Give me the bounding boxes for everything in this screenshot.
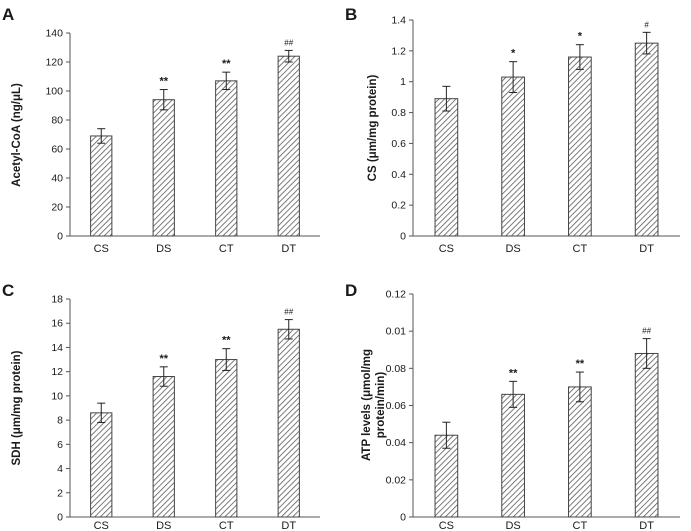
y-tick-label: 12 — [51, 366, 63, 378]
x-category-label: CS — [94, 243, 109, 255]
y-tick-label: 120 — [45, 57, 63, 69]
bar — [152, 99, 175, 237]
x-category-label: CS — [439, 520, 454, 531]
y-tick-label: 0.2 — [391, 200, 406, 212]
significance-label: ** — [159, 353, 168, 365]
y-tick-label: 0.01 — [386, 326, 407, 338]
x-category-label: DS — [156, 243, 171, 255]
y-tick-label: 10 — [51, 390, 63, 402]
y-axis-label-line: protein/min) — [375, 372, 387, 439]
significance-label: ## — [284, 308, 293, 317]
y-tick-label: 0 — [57, 231, 63, 243]
significance-label: ## — [284, 38, 293, 47]
y-tick-label: 6 — [57, 439, 63, 451]
x-category-label: DS — [505, 520, 520, 531]
significance-label: ** — [222, 58, 231, 70]
panel-letter: B — [345, 5, 357, 24]
y-tick-label: 0.12 — [386, 289, 407, 301]
bar — [215, 359, 238, 518]
y-tick-label: 2 — [57, 487, 63, 499]
y-tick-label: 1 — [400, 76, 406, 88]
x-category-label: DT — [639, 520, 654, 531]
bar — [434, 98, 459, 237]
x-category-label: DT — [639, 243, 654, 255]
bar — [501, 393, 525, 518]
chart-panel-d: D 0 0.02 0.04 0.06 0.08 0.01 0.12 ATP levels (μm… — [345, 281, 680, 531]
panel-letter: C — [2, 281, 14, 300]
x-category-label: CT — [219, 520, 234, 531]
y-tick-label: 1.4 — [391, 15, 406, 27]
x-category-label: DS — [156, 520, 171, 531]
chart-panel-c: C 0 2 4 6 8 10 12 14 16 18 SDH (μm/mg protein) CS ** D… — [2, 281, 320, 531]
y-axis-label: ATP levels (μmol/mg protein/min) — [361, 349, 387, 461]
y-tick-label: 0.04 — [386, 437, 407, 449]
significance-label: ** — [222, 335, 231, 347]
y-axis-label: SDH (μm/mg protein) — [11, 350, 23, 465]
y-tick-label: 4 — [57, 463, 63, 475]
panel-letter: D — [345, 281, 357, 300]
y-axis-label: Acetyl-CoA (ng/μL) — [11, 83, 23, 187]
y-tick-label: 0 — [57, 512, 63, 524]
y-tick-label: 140 — [45, 28, 63, 40]
significance-label: ** — [576, 358, 585, 370]
y-tick-label: 16 — [51, 318, 63, 330]
significance-label: ** — [509, 367, 518, 379]
y-tick-label: 100 — [45, 86, 63, 98]
y-tick-label: 18 — [51, 294, 63, 306]
y-tick-label: 0 — [400, 512, 406, 524]
y-tick-label: 0.6 — [391, 138, 406, 150]
bar — [90, 135, 113, 237]
chart-panel-b: B 0 0.2 0.4 0.6 0.8 1 1.2 1.4 CS (μm/mg protein) C… — [345, 5, 680, 255]
x-category-label: DT — [281, 243, 296, 255]
y-tick-label: 0.08 — [386, 363, 407, 375]
y-tick-label: 8 — [57, 415, 63, 427]
x-category-label: DS — [505, 243, 520, 255]
bar — [152, 376, 175, 518]
significance-label: # — [644, 20, 649, 29]
panel-letter: A — [2, 5, 14, 24]
y-tick-label: 40 — [51, 173, 63, 185]
y-tick-label: 80 — [51, 115, 63, 127]
y-tick-label: 60 — [51, 144, 63, 156]
x-category-label: CT — [573, 520, 588, 531]
y-tick-label: 0.06 — [386, 400, 407, 412]
y-axis-label: CS (μm/mg protein) — [367, 74, 379, 181]
x-category-label: CT — [219, 243, 234, 255]
y-axis-label-line: ATP levels (μmol/mg — [361, 349, 373, 461]
bar — [568, 56, 592, 237]
y-tick-label: 1.2 — [391, 45, 406, 57]
x-category-label: CS — [94, 520, 109, 531]
y-tick-label: 14 — [51, 342, 63, 354]
bar — [277, 55, 300, 237]
significance-label: * — [511, 48, 516, 60]
x-category-label: CT — [573, 243, 588, 255]
bar — [634, 352, 659, 518]
y-tick-label: 0.8 — [391, 107, 406, 119]
y-tick-label: 20 — [51, 202, 63, 214]
significance-label: ## — [642, 327, 651, 336]
bar — [215, 80, 238, 237]
significance-label: * — [578, 31, 583, 43]
y-tick-label: 0 — [400, 231, 406, 243]
bar — [277, 328, 300, 518]
significance-label: ** — [159, 76, 168, 88]
y-tick-label: 0.4 — [391, 169, 406, 181]
bar — [634, 42, 659, 237]
y-tick-label: 0.02 — [386, 474, 407, 486]
bar — [501, 76, 525, 237]
chart-panel-a: A 0 20 40 60 80 100 120 140 Acetyl-CoA (ng/μL) CS *… — [2, 5, 320, 255]
x-category-label: DT — [281, 520, 296, 531]
x-category-label: CS — [439, 243, 454, 255]
bar — [90, 412, 113, 518]
bar — [568, 386, 592, 518]
